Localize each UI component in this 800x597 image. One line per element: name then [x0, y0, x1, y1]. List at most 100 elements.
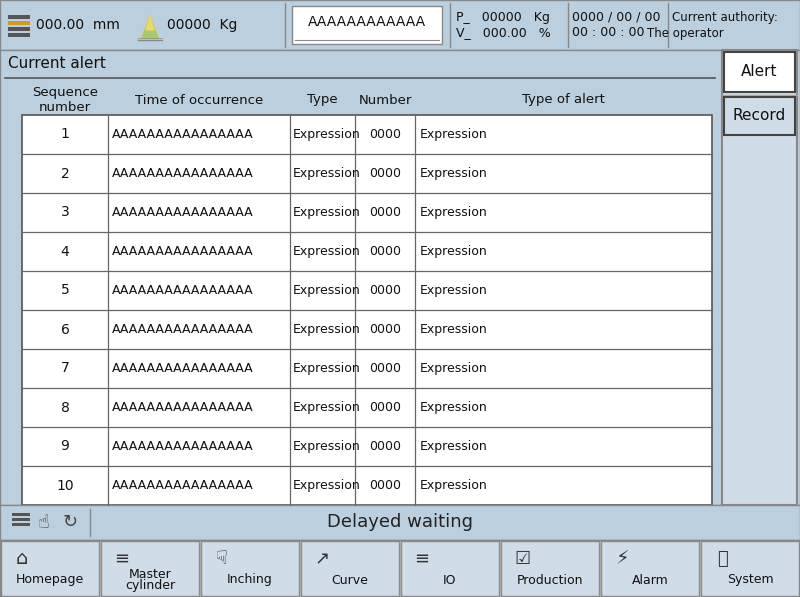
Bar	[101, 541, 199, 596]
Text: Alert: Alert	[741, 64, 778, 79]
Bar	[8, 27, 30, 31]
Text: 6: 6	[61, 322, 70, 337]
Text: 0000: 0000	[369, 401, 401, 414]
Text: 0000: 0000	[369, 206, 401, 219]
Bar	[8, 21, 30, 25]
Bar	[724, 97, 795, 135]
Text: AAAAAAAAAAAAAAAA: AAAAAAAAAAAAAAAA	[112, 362, 254, 375]
Text: 3: 3	[61, 205, 70, 220]
Text: 1: 1	[61, 128, 70, 141]
Bar	[1, 541, 99, 596]
Text: Expression: Expression	[420, 284, 488, 297]
Text: AAAAAAAAAAAAAAAA: AAAAAAAAAAAAAAAA	[112, 206, 254, 219]
Text: 00 : 00 : 00: 00 : 00 : 00	[572, 26, 645, 39]
Text: 0000: 0000	[369, 284, 401, 297]
Text: ☝: ☝	[38, 512, 50, 531]
Text: Expression: Expression	[293, 167, 361, 180]
Text: 000.00  mm: 000.00 mm	[36, 18, 120, 32]
Text: Expression: Expression	[293, 284, 361, 297]
Text: ≡: ≡	[114, 550, 130, 568]
Text: AAAAAAAAAAAAAAAA: AAAAAAAAAAAAAAAA	[112, 401, 254, 414]
Text: Expression: Expression	[420, 479, 488, 492]
Bar	[0, 505, 800, 540]
Text: Homepage: Homepage	[16, 574, 84, 586]
Text: 8: 8	[61, 401, 70, 414]
Text: ↻: ↻	[62, 513, 78, 531]
Bar	[12, 513, 30, 516]
Text: 0000: 0000	[369, 440, 401, 453]
Text: Type: Type	[306, 94, 338, 106]
Text: Curve: Curve	[331, 574, 369, 586]
Text: 0000: 0000	[369, 479, 401, 492]
Text: AAAAAAAAAAAAAAAA: AAAAAAAAAAAAAAAA	[112, 284, 254, 297]
Text: 10: 10	[56, 479, 74, 493]
Text: Expression: Expression	[420, 323, 488, 336]
Text: 0000: 0000	[369, 245, 401, 258]
Bar	[0, 0, 800, 50]
Bar	[292, 6, 442, 44]
Text: ⚡: ⚡	[615, 549, 629, 568]
Text: ⯅: ⯅	[717, 550, 727, 568]
Polygon shape	[138, 14, 162, 40]
Bar	[12, 518, 30, 521]
Text: Master: Master	[129, 568, 171, 580]
Text: 0000: 0000	[369, 362, 401, 375]
Bar	[8, 15, 30, 19]
Text: Delayed waiting: Delayed waiting	[327, 513, 473, 531]
Bar	[401, 541, 499, 596]
Text: Expression: Expression	[293, 206, 361, 219]
Text: Expression: Expression	[293, 479, 361, 492]
Text: Expression: Expression	[293, 323, 361, 336]
Text: Production: Production	[517, 574, 583, 586]
Text: 00000  Kg: 00000 Kg	[167, 18, 238, 32]
Text: 0000: 0000	[369, 128, 401, 141]
Text: Expression: Expression	[293, 440, 361, 453]
Text: Sequence
number: Sequence number	[32, 86, 98, 114]
Text: IO: IO	[443, 574, 457, 586]
Text: 7: 7	[61, 362, 70, 376]
Text: Expression: Expression	[420, 128, 488, 141]
Text: P_   00000   Kg: P_ 00000 Kg	[456, 11, 550, 23]
Bar	[0, 540, 800, 597]
Text: AAAAAAAAAAAAAAAA: AAAAAAAAAAAAAAAA	[112, 245, 254, 258]
Text: 2: 2	[61, 167, 70, 180]
Text: Expression: Expression	[420, 206, 488, 219]
Text: AAAAAAAAAAAAAAAA: AAAAAAAAAAAAAAAA	[112, 167, 254, 180]
Bar	[8, 33, 30, 37]
Text: AAAAAAAAAAAAAAAA: AAAAAAAAAAAAAAAA	[112, 440, 254, 453]
Text: Expression: Expression	[420, 401, 488, 414]
Text: Record: Record	[732, 109, 786, 124]
Text: cylinder: cylinder	[125, 580, 175, 592]
Text: Inching: Inching	[227, 574, 273, 586]
Text: Time of occurrence: Time of occurrence	[135, 94, 263, 106]
Polygon shape	[142, 16, 158, 38]
Bar	[301, 541, 399, 596]
Text: Expression: Expression	[293, 128, 361, 141]
Text: 0000: 0000	[369, 323, 401, 336]
Text: System: System	[726, 574, 774, 586]
Text: ☑: ☑	[514, 550, 530, 568]
Text: AAAAAAAAAAAAAAAA: AAAAAAAAAAAAAAAA	[112, 128, 254, 141]
Text: 5: 5	[61, 284, 70, 297]
Text: ↗: ↗	[314, 550, 330, 568]
Text: Type of alert: Type of alert	[522, 94, 605, 106]
Polygon shape	[146, 16, 154, 30]
Bar	[722, 50, 797, 505]
Text: Expression: Expression	[293, 245, 361, 258]
Text: AAAAAAAAAAAAAAAA: AAAAAAAAAAAAAAAA	[112, 479, 254, 492]
Text: Expression: Expression	[420, 440, 488, 453]
Bar	[701, 541, 799, 596]
Text: Alarm: Alarm	[632, 574, 668, 586]
Text: 9: 9	[61, 439, 70, 454]
Text: 0000 / 00 / 00: 0000 / 00 / 00	[572, 11, 661, 23]
Text: ☟: ☟	[216, 549, 228, 568]
Text: AAAAAAAAAAAAAAAA: AAAAAAAAAAAAAAAA	[112, 323, 254, 336]
Bar	[12, 523, 30, 526]
Bar	[22, 115, 712, 505]
Text: Expression: Expression	[420, 167, 488, 180]
Text: Expression: Expression	[420, 362, 488, 375]
Text: 0000: 0000	[369, 167, 401, 180]
Bar	[201, 541, 299, 596]
Text: V_   000.00   %: V_ 000.00 %	[456, 26, 550, 39]
Bar	[501, 541, 599, 596]
